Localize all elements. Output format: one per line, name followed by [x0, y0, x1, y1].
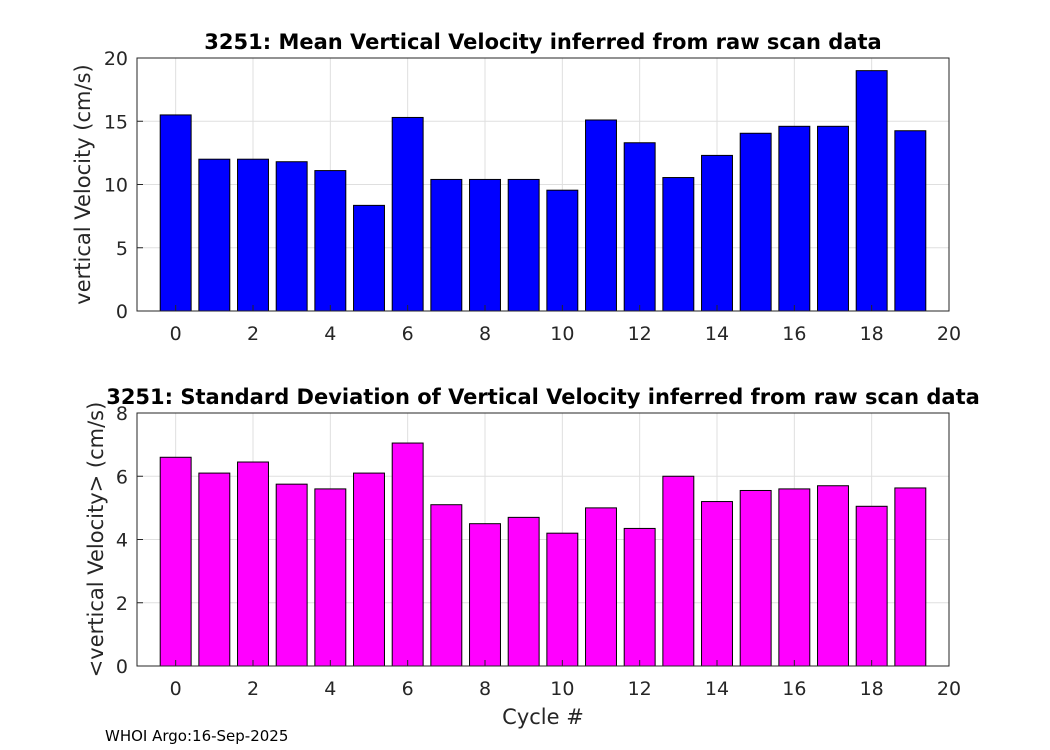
x-tick-label: 16: [782, 678, 806, 700]
bar: [507, 178, 540, 312]
bar: [855, 70, 888, 312]
y-tick-label: 6: [116, 466, 128, 488]
x-tick-label: 2: [247, 323, 259, 345]
x-tick-label: 4: [324, 678, 336, 700]
x-axis-label: Cycle #: [502, 705, 584, 729]
x-tick-label: 18: [860, 323, 884, 345]
y-tick-label: 15: [104, 111, 128, 133]
bar: [275, 483, 308, 667]
x-tick-label: 6: [402, 678, 414, 700]
x-tick-label: 2: [247, 678, 259, 700]
chart-title: 3251: Standard Deviation of Vertical Vel…: [106, 385, 980, 409]
bar: [469, 523, 501, 667]
y-tick-label: 0: [116, 656, 128, 678]
y-tick-label: 8: [116, 403, 128, 425]
y-tick-label: 4: [116, 530, 128, 552]
x-tick-label: 0: [170, 678, 182, 700]
bar: [623, 142, 656, 312]
y-tick-label: 10: [104, 175, 128, 197]
x-tick-label: 16: [782, 323, 806, 345]
bar: [739, 132, 772, 312]
bar: [855, 505, 888, 667]
bar: [237, 158, 269, 312]
bar: [507, 516, 540, 667]
bar: [894, 130, 927, 312]
y-tick-label: 0: [116, 301, 128, 323]
x-tick-label: 20: [937, 323, 961, 345]
bar: [817, 485, 849, 667]
x-tick-label: 6: [402, 323, 414, 345]
x-tick-label: 14: [705, 678, 729, 700]
bar: [894, 487, 927, 667]
y-tick-label: 2: [116, 593, 128, 615]
bar: [701, 154, 733, 312]
x-tick-label: 0: [170, 323, 182, 345]
footer-stamp: WHOI Argo:16-Sep-2025: [105, 727, 288, 745]
x-tick-label: 10: [550, 678, 574, 700]
bar: [353, 472, 385, 667]
bar: [159, 456, 192, 667]
x-tick-label: 14: [705, 323, 729, 345]
y-tick-label: 20: [104, 48, 128, 70]
bar: [739, 489, 772, 667]
mean-velocity-chart: 0 2 4 6 8 10 12 14 16 18 20 0 5 10 15 20 3251: Mean Vert…: [71, 30, 961, 345]
x-tick-label: 8: [479, 323, 491, 345]
bar: [817, 125, 849, 312]
bar: [275, 161, 308, 312]
bar: [237, 461, 269, 667]
bar: [623, 527, 656, 667]
chart-title: 3251: Mean Vertical Velocity inferred fr…: [204, 30, 881, 54]
x-tick-label: 20: [937, 678, 961, 700]
bar: [662, 475, 695, 667]
x-tick-label: 12: [628, 678, 652, 700]
bar: [701, 501, 733, 667]
bar: [198, 158, 231, 312]
bar: [430, 178, 463, 312]
x-tick-label: 8: [479, 678, 491, 700]
y-tick-label: 5: [116, 238, 128, 260]
bar: [585, 119, 617, 312]
bar: [314, 488, 347, 667]
bar: [391, 442, 424, 667]
bar: [430, 504, 463, 667]
bar: [778, 488, 811, 667]
bar: [159, 114, 192, 312]
bar: [585, 507, 617, 667]
x-tick-label: 18: [860, 678, 884, 700]
bar: [469, 178, 501, 312]
bar: [662, 177, 695, 312]
y-axis-label: vertical Velocity (cm/s): [71, 64, 95, 304]
bar: [198, 472, 231, 667]
bar: [546, 189, 579, 312]
y-axis-label: <vertical Velocity> (cm/s): [84, 402, 108, 678]
bar: [353, 204, 385, 312]
x-tick-label: 12: [628, 323, 652, 345]
bar: [391, 116, 424, 312]
bar: [314, 170, 347, 312]
bar: [778, 125, 811, 312]
bar: [546, 532, 579, 667]
x-tick-label: 10: [550, 323, 574, 345]
x-tick-label: 4: [324, 323, 336, 345]
